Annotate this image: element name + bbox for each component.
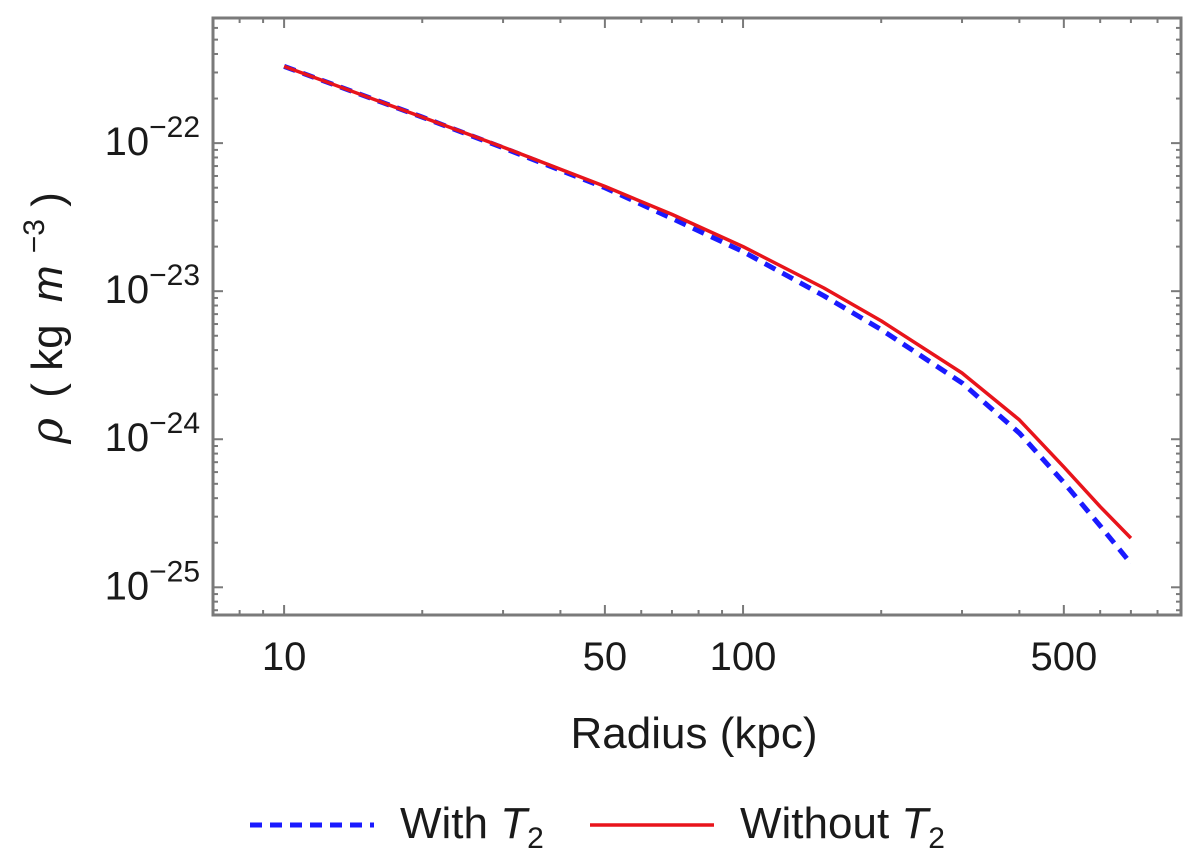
y-tick-base: 10 <box>105 416 150 460</box>
y-axis-exponent: −3 <box>18 219 51 253</box>
y-axis-title: ρ ( kg m −3 ) <box>5 192 73 445</box>
series-line-0 <box>283 64 1133 565</box>
x-tick-label: 100 <box>710 635 777 679</box>
y-tick-exponent: −23 <box>149 259 200 292</box>
y-tick-base: 10 <box>105 268 150 312</box>
x-tick-label: 500 <box>1030 635 1097 679</box>
y-tick-exponent: −24 <box>149 407 200 440</box>
y-tick-base: 10 <box>105 120 150 164</box>
series-layer <box>283 64 1133 565</box>
legend-label-1: Without T2 <box>740 799 945 855</box>
y-axis-symbol: ρ <box>22 418 73 445</box>
y-tick-label: 10−23 <box>105 259 200 312</box>
series-line-1 <box>283 64 1133 540</box>
svg-text:ρ ( kg m: ρ ( kg m −3 ) <box>5 192 73 445</box>
y-axis-unit-kg: kg <box>23 324 72 370</box>
y-axis-unit-m: m <box>23 265 72 302</box>
y-tick-label: 10−25 <box>105 555 200 608</box>
legend: With T2 Without T2 <box>250 799 945 855</box>
x-tick-label: 10 <box>262 635 307 679</box>
y-tick-exponent: −22 <box>149 111 200 144</box>
y-axis-close-paren: ) <box>23 192 72 207</box>
y-tick-label: 10−24 <box>105 407 200 460</box>
y-axis-open-paren: ( <box>23 383 72 398</box>
y-tick-base: 10 <box>105 564 150 608</box>
y-tick-label: 10−22 <box>105 111 200 164</box>
x-axis-ticks: 10 50 100 500 <box>212 18 1182 679</box>
y-tick-exponent: −25 <box>149 555 200 588</box>
chart-frame <box>211 16 1183 617</box>
x-axis-title: Radius (kpc) <box>571 709 818 758</box>
legend-label-0: With T2 <box>400 799 544 855</box>
x-tick-label: 50 <box>583 635 628 679</box>
